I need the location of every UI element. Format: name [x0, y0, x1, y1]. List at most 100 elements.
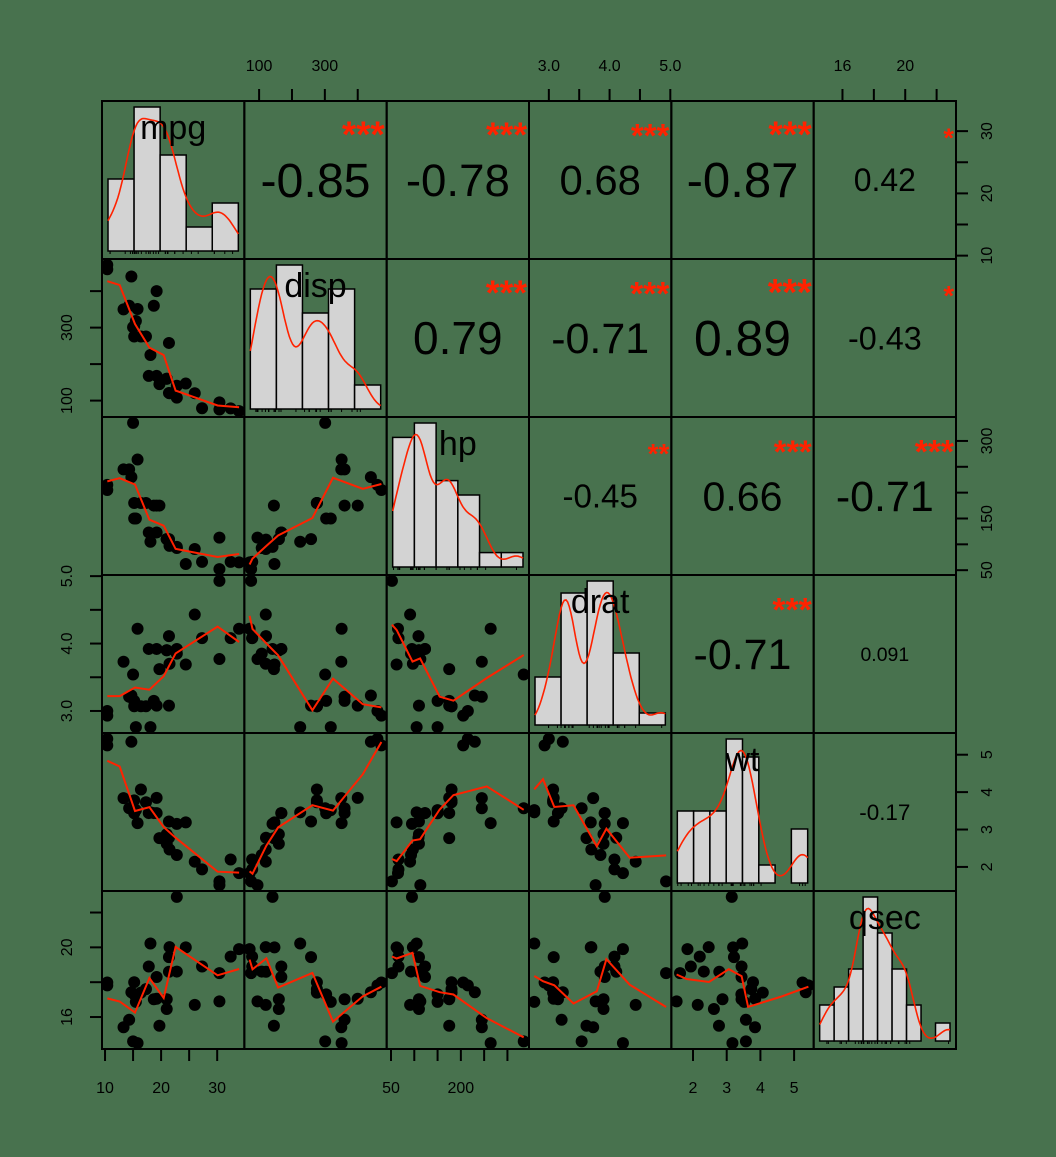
data-point [547, 951, 560, 964]
axis-tick-label: 4.0 [59, 632, 76, 654]
data-point [142, 369, 155, 382]
panel-hp-disp [243, 416, 388, 576]
smooth-line [248, 615, 382, 713]
axis-tick-label: 300 [312, 58, 339, 75]
data-point [268, 557, 281, 570]
data-point [335, 817, 348, 830]
significance-stars: * [943, 280, 954, 311]
variable-label-mpg: mpg [140, 109, 206, 147]
data-point [351, 699, 364, 712]
data-point [129, 721, 142, 734]
data-point [725, 890, 738, 903]
data-point [475, 792, 488, 805]
data-point [419, 807, 432, 820]
smooth-line [248, 741, 383, 876]
data-point [275, 642, 288, 655]
data-point [335, 792, 348, 805]
axis-tick-label: 5.0 [59, 565, 76, 587]
axis-tick-label: 3 [722, 1080, 731, 1097]
data-point [610, 831, 623, 844]
panel-mpg-mpg: mpg [101, 100, 246, 260]
histogram-bar [534, 676, 562, 726]
data-point [170, 642, 183, 655]
data-point [170, 817, 183, 830]
data-point [233, 622, 246, 635]
axis-tick-label: 30 [979, 122, 996, 140]
axis-tick-label: 300 [979, 427, 996, 454]
panel-disp-mpg [101, 258, 246, 418]
significance-stars: *** [772, 592, 812, 629]
data-point [594, 848, 607, 861]
data-point [170, 890, 183, 903]
correlation-value: -0.87 [687, 154, 799, 208]
data-point [391, 622, 404, 635]
panel-wt-drat [528, 732, 673, 892]
histogram-bar [847, 968, 864, 1042]
smooth-line [106, 759, 240, 874]
axis-tick-label: 4 [979, 788, 996, 797]
data-point [335, 1037, 348, 1050]
data-point [410, 721, 423, 734]
histogram-bar [327, 288, 356, 410]
data-point [475, 1021, 488, 1034]
data-point [128, 512, 141, 525]
variable-label-disp: disp [284, 267, 346, 305]
significance-stars: *** [630, 276, 670, 313]
data-point [443, 663, 456, 676]
data-point [213, 531, 226, 544]
data-point [616, 943, 629, 956]
data-point [142, 526, 155, 539]
data-point [163, 843, 176, 856]
significance-stars: *** [915, 434, 955, 471]
panel-hp-wt: 0.66*** [670, 416, 815, 576]
smooth-line [248, 476, 382, 565]
data-point [674, 967, 687, 980]
data-point [335, 1021, 348, 1034]
panel-hp-hp: hp [385, 416, 530, 576]
panel-mpg-qsec: 0.42 * [812, 100, 958, 260]
data-point [406, 843, 419, 856]
data-point [294, 535, 307, 548]
data-point [128, 496, 141, 509]
histogram-bar [107, 178, 135, 252]
histogram-bar [391, 436, 416, 568]
data-point [305, 951, 318, 964]
axis-tick-label: 30 [208, 1080, 226, 1097]
data-point [414, 995, 427, 1008]
axis-tick-label: 20 [896, 58, 914, 75]
data-point [608, 853, 621, 866]
data-point [150, 791, 163, 804]
data-point [150, 992, 163, 1005]
panel-wt-qsec: -0.17 [812, 732, 958, 892]
variable-label-drat: drat [571, 583, 630, 621]
data-point [713, 965, 726, 978]
data-point [528, 995, 541, 1008]
data-point [319, 416, 332, 429]
data-point [179, 816, 192, 829]
data-point [213, 653, 226, 666]
density-curve [107, 117, 239, 235]
data-point [575, 1035, 588, 1048]
data-point [150, 285, 163, 298]
correlation-value: 0.89 [694, 310, 791, 366]
data-point [468, 735, 481, 748]
data-point [260, 831, 273, 844]
panel-mpg-disp: -0.85*** [243, 100, 388, 260]
significance-stars: *** [486, 116, 527, 155]
panel-border [101, 732, 246, 892]
data-point [251, 653, 264, 666]
axis-tick-label: 50 [979, 561, 996, 579]
data-point [213, 995, 226, 1008]
data-point [727, 941, 740, 954]
axis-tick-label: 2 [689, 1080, 698, 1097]
data-point [117, 792, 130, 805]
data-point [188, 608, 201, 621]
smooth-line [533, 777, 667, 859]
panel-disp-hp: 0.79*** [385, 258, 530, 418]
data-point [351, 791, 364, 804]
data-point [443, 832, 456, 845]
data-point [589, 995, 602, 1008]
data-point [707, 1003, 720, 1016]
